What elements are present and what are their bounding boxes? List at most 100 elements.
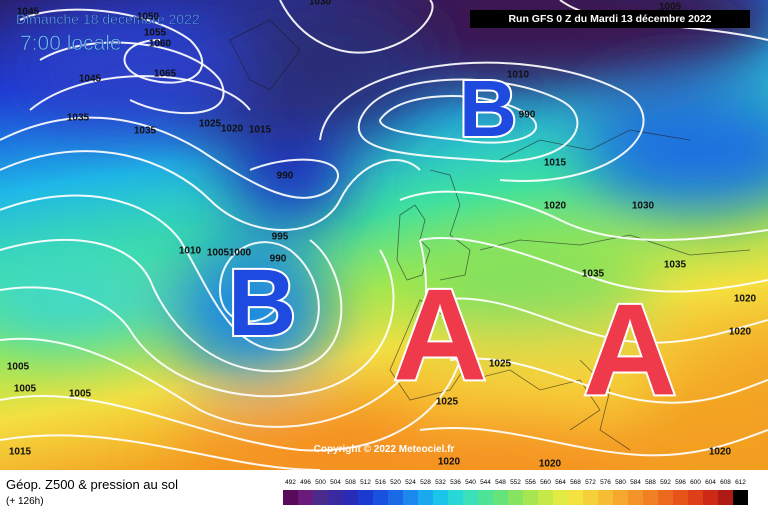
colorbar-cell	[403, 490, 418, 505]
colorbar-cell	[673, 490, 688, 505]
colorbar-label: 520	[390, 479, 401, 486]
colorbar-cell	[613, 490, 628, 505]
isobar-label: 990	[519, 110, 536, 121]
isobar-label: 1055	[144, 28, 167, 39]
isobar-label: 1020	[438, 457, 461, 468]
colorbar-cell	[313, 490, 328, 505]
colorbar-label: 556	[525, 479, 536, 486]
colorbar-cell	[523, 490, 538, 505]
colorbar-label: 592	[660, 479, 671, 486]
isobar-label: 995	[272, 232, 289, 243]
isobars	[0, 0, 768, 470]
colorbar-cell	[358, 490, 373, 505]
colorbar-cell	[703, 490, 718, 505]
colorbar-label: 528	[420, 479, 431, 486]
isobar-label: 1020	[709, 447, 732, 458]
pressure-center: B	[228, 250, 297, 356]
colorbar-cell	[733, 490, 748, 505]
colorbar-label: 596	[675, 479, 686, 486]
colorbar-label: 524	[405, 479, 416, 486]
isobar-label: 1000	[229, 248, 252, 259]
colorbar-label: 568	[570, 479, 581, 486]
legend-title: Géop. Z500 & pression au sol	[6, 477, 178, 492]
isobar-label: 1035	[582, 269, 605, 280]
colorbar-label: 512	[360, 479, 371, 486]
colorbar-label: 572	[585, 479, 596, 486]
colorbar-cell	[628, 490, 643, 505]
colorbar-label: 600	[690, 479, 701, 486]
colorbar-cell	[568, 490, 583, 505]
isobar-label: 1060	[149, 39, 172, 50]
colorbar-cell	[343, 490, 358, 505]
colorbar-cell	[463, 490, 478, 505]
colorbar-cell	[433, 490, 448, 505]
colorbar-cell	[583, 490, 598, 505]
colorbar-cell	[478, 490, 493, 505]
pressure-center: A	[393, 261, 487, 407]
copyright: Copyright © 2022 Meteociel.fr	[314, 444, 455, 455]
colorbar-label: 584	[630, 479, 641, 486]
colorbar-label: 604	[705, 479, 716, 486]
isobar-label: 1020	[729, 327, 752, 338]
isobar-label: 990	[277, 171, 294, 182]
isobar-label: 1025	[436, 397, 459, 408]
isobar-label: 1005	[7, 362, 30, 373]
isobar-label: 1020	[544, 201, 567, 212]
isobar-label: 1010	[507, 70, 530, 81]
legend-subtitle: (+ 126h)	[6, 496, 44, 507]
colorbar-label: 508	[345, 479, 356, 486]
forecast-time: 7:00 locale	[20, 32, 122, 55]
run-info: Run GFS 0 Z du Mardi 13 décembre 2022	[508, 13, 711, 25]
colorbar-cell	[508, 490, 523, 505]
colorbar-cell	[718, 490, 733, 505]
map-background	[0, 0, 768, 470]
isobar-label: 1050	[137, 12, 160, 23]
isobar-label: 1030	[632, 201, 655, 212]
isobar-label: 1005	[14, 384, 37, 395]
colorbar-label: 536	[450, 479, 461, 486]
colorbar-cell	[283, 490, 298, 505]
colorbar-cell	[598, 490, 613, 505]
colorbar-label: 516	[375, 479, 386, 486]
isobar-label: 990	[270, 254, 287, 265]
colorbar-cell	[418, 490, 433, 505]
isobar-label: 1035	[67, 113, 90, 124]
colorbar-label: 544	[480, 479, 491, 486]
colorbar-label: 540	[465, 479, 476, 486]
run-info-box	[470, 10, 750, 28]
colorbar-label: 564	[555, 479, 566, 486]
isobar-label: 1020	[734, 294, 757, 305]
colorbar-label: 504	[330, 479, 341, 486]
colorbar-label: 560	[540, 479, 551, 486]
colorbar-label: 552	[510, 479, 521, 486]
isobar-label: 1005	[659, 2, 682, 13]
isobar-label: 1025	[489, 359, 512, 370]
colorbar-label: 612	[735, 479, 746, 486]
colorbar-label: 580	[615, 479, 626, 486]
isobar-label: 1035	[134, 126, 157, 137]
colorbar-cell	[448, 490, 463, 505]
colorbar-cell	[643, 490, 658, 505]
isobar-label: 1030	[309, 0, 332, 8]
colorbar-label: 548	[495, 479, 506, 486]
colorbar-cell	[388, 490, 403, 505]
isobar-label: 1020	[221, 124, 244, 135]
colorbar-cell	[538, 490, 553, 505]
isobar-label: 1020	[539, 459, 562, 470]
isobar-label: 1015	[9, 447, 32, 458]
forecast-date: Dimanche 18 décembre 2022	[16, 11, 200, 27]
colorbar-label: 608	[720, 479, 731, 486]
colorbar-cell	[553, 490, 568, 505]
colorbar-label: 500	[315, 479, 326, 486]
colorbar-cell	[298, 490, 313, 505]
isobar-label: 1045	[79, 74, 102, 85]
isobar-label: 1015	[544, 158, 567, 169]
colorbar-label: 532	[435, 479, 446, 486]
colorbar-cell	[688, 490, 703, 505]
colorbar-label: 588	[645, 479, 656, 486]
pressure-center: B	[459, 64, 517, 153]
colorbar-cell	[328, 490, 343, 505]
isobar-label: 1035	[664, 260, 687, 271]
isobar-label: 1005	[69, 389, 92, 400]
